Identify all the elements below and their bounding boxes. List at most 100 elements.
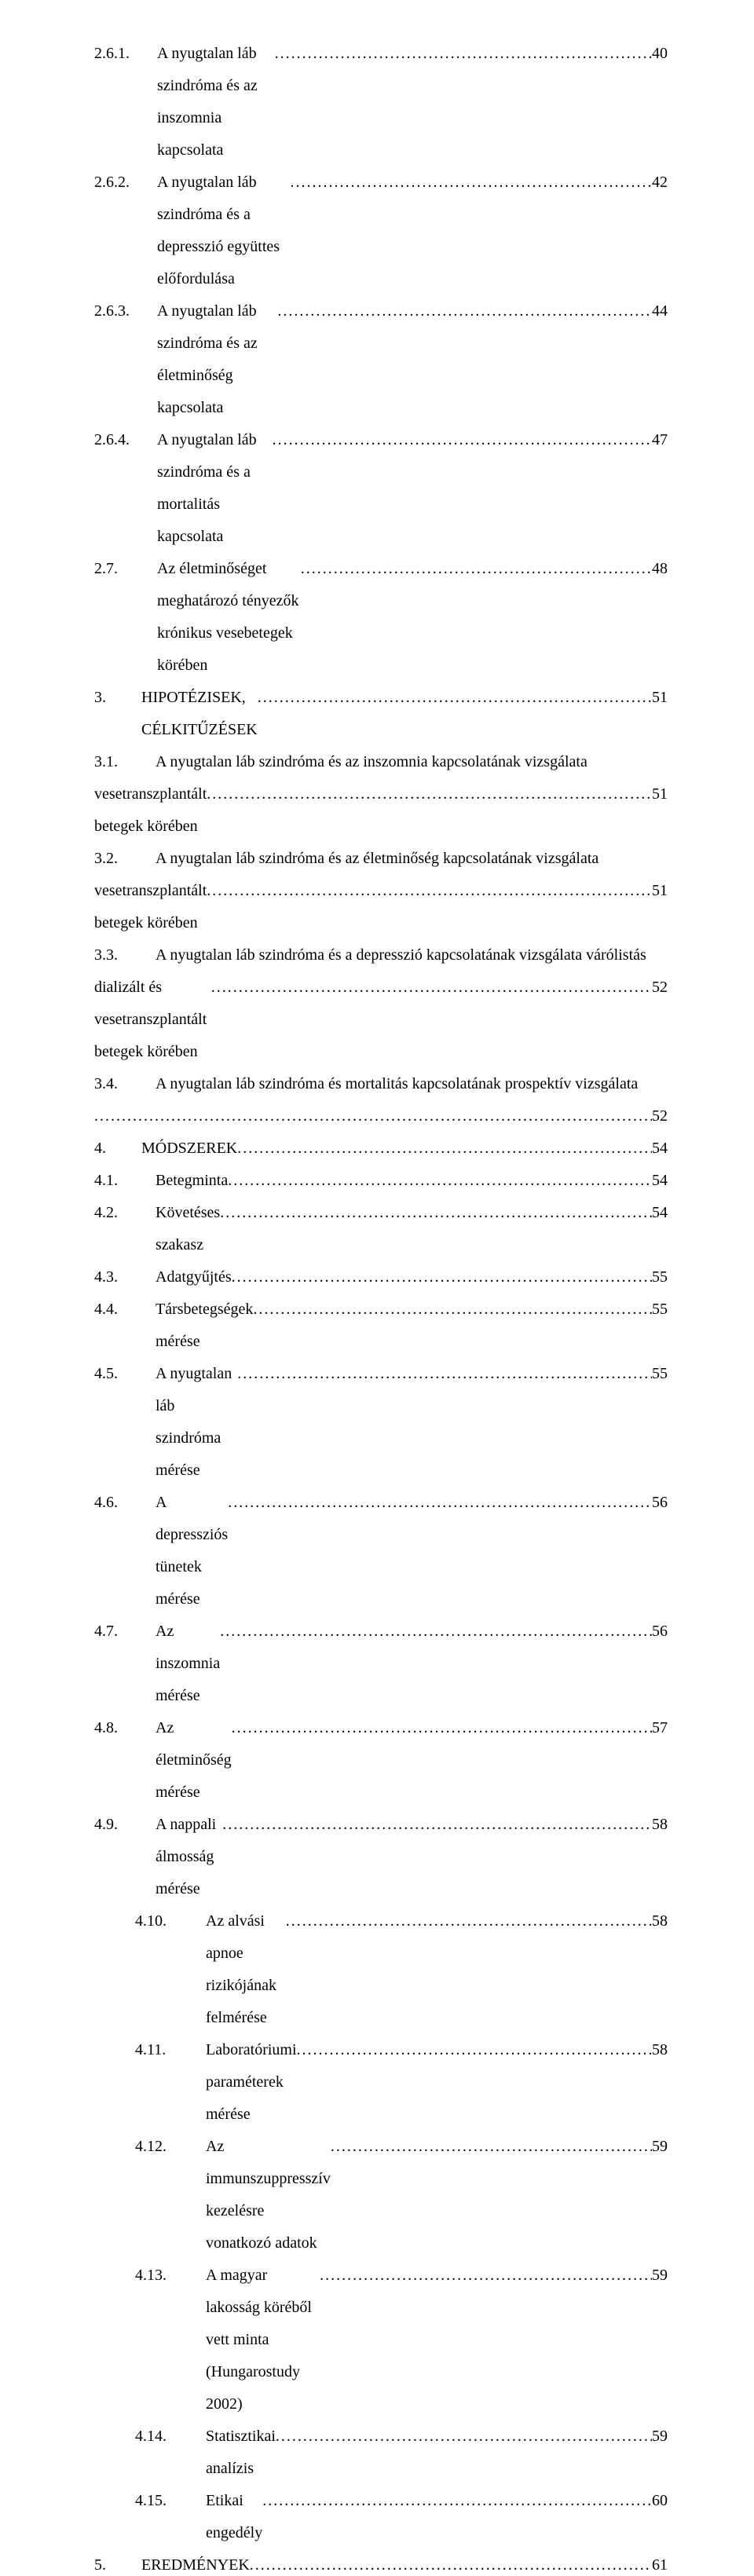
toc-entry-title: A nyugtalan láb szindróma és az inszomni… xyxy=(156,746,587,778)
toc-entry-number: 4.7. xyxy=(94,1615,156,1648)
toc-leader-dots xyxy=(211,971,652,1004)
toc-entry-page: 54 xyxy=(652,1132,668,1165)
toc-entry-title: A nyugtalan láb szindróma és az életminő… xyxy=(156,843,598,875)
toc-entry-title: A nappali álmosság mérése xyxy=(156,1809,222,1905)
toc-entry-page: 51 xyxy=(652,682,668,714)
toc-entry-title: Az életminőséget meghatározó tényezők kr… xyxy=(157,553,301,682)
toc-entry-title: A nyugtalan láb szindróma és a depresszi… xyxy=(157,166,291,295)
toc-entry-number: 4.11. xyxy=(135,2034,206,2066)
toc-leader-dots xyxy=(331,2131,652,2163)
toc-entry-number: 2.6.2. xyxy=(94,166,157,199)
toc-entry-number: 4.4. xyxy=(94,1293,156,1326)
toc-entry: 4.13.A magyar lakosság köréből vett mint… xyxy=(94,2259,668,2420)
toc-entry-number: 4.8. xyxy=(94,1712,156,1744)
toc-entry: 4.10.Az alvási apnoe rizikójának felméré… xyxy=(94,1905,668,2034)
toc-entry-page: 51 xyxy=(652,778,668,810)
toc-entry-title: A nyugtalan láb szindróma és a depresszi… xyxy=(156,939,646,971)
toc-entry-number: 4.6. xyxy=(94,1487,156,1519)
toc-leader-dots xyxy=(207,875,652,907)
toc-entry: 4.MÓDSZEREK 54 xyxy=(94,1132,668,1165)
toc-entry-number: 2.6.3. xyxy=(94,295,157,327)
toc-leader-dots xyxy=(275,38,652,70)
toc-entry-number: 3.2. xyxy=(94,843,156,875)
toc-entry: 2.6.4.A nyugtalan láb szindróma és a mor… xyxy=(94,424,668,553)
toc-entry-title: Betegminta xyxy=(156,1165,228,1197)
toc-entry-page: 56 xyxy=(652,1615,668,1648)
toc-entry-number: 4.2. xyxy=(94,1197,156,1229)
toc-entry-number: 4.3. xyxy=(94,1261,156,1293)
toc-entry-title: A magyar lakosság köréből vett minta (Hu… xyxy=(206,2259,320,2420)
toc-entry-number: 2.6.1. xyxy=(94,38,157,70)
toc-leader-dots xyxy=(250,2549,652,2576)
toc-entry-title: A nyugtalan láb szindróma és a mortalitá… xyxy=(157,424,273,553)
toc-entry-page: 52 xyxy=(652,971,668,1004)
toc-entry-title: Az életminőség mérése xyxy=(156,1712,232,1809)
toc-entry: 4.14.Statisztikai analízis 59 xyxy=(94,2420,668,2485)
toc-leader-dots xyxy=(237,1358,652,1390)
toc-entry-number: 4.5. xyxy=(94,1358,156,1390)
toc-entry-number: 3.4. xyxy=(94,1068,156,1100)
toc-entry: 2.6.1.A nyugtalan láb szindróma és az in… xyxy=(94,38,668,166)
toc-entry-title: Az alvási apnoe rizikójának felmérése xyxy=(206,1905,286,2034)
toc-leader-dots xyxy=(301,553,652,585)
toc-entry-number: 5. xyxy=(94,2549,141,2576)
toc-entry: 4.5.A nyugtalan láb szindróma mérése 55 xyxy=(94,1358,668,1487)
toc-entry-title: A nyugtalan láb szindróma és mortalitás … xyxy=(156,1068,638,1100)
toc-leader-dots xyxy=(232,1261,652,1293)
toc-entry-page: 61 xyxy=(652,2549,668,2576)
toc-page: 2.6.1.A nyugtalan láb szindróma és az in… xyxy=(0,0,754,2576)
toc-entry-continuation: vesetranszplantált betegek körében51 xyxy=(94,875,668,939)
toc-entry-page: 55 xyxy=(652,1261,668,1293)
toc-leader-dots xyxy=(237,1132,652,1165)
toc-entry: 4.7.Az inszomnia mérése 56 xyxy=(94,1615,668,1712)
toc-entry: 4.3.Adatgyűjtés 55 xyxy=(94,1261,668,1293)
toc-entry-title: Adatgyűjtés xyxy=(156,1261,232,1293)
toc-entry: 4.11.Laboratóriumi paraméterek mérése 58 xyxy=(94,2034,668,2131)
toc-entry-number: 4.14. xyxy=(135,2420,206,2453)
toc-entry-number: 2.6.4. xyxy=(94,424,157,456)
toc-leader-dots xyxy=(220,1197,652,1229)
toc-entry-number: 4. xyxy=(94,1132,141,1165)
toc-entry: 3.3.A nyugtalan láb szindróma és a depre… xyxy=(94,939,668,971)
toc-leader-dots xyxy=(232,1712,652,1744)
toc-entry-page: 59 xyxy=(652,2420,668,2453)
toc-entry-page: 47 xyxy=(652,424,668,456)
toc-entry: 3.1.A nyugtalan láb szindróma és az insz… xyxy=(94,746,668,778)
toc-entry: 4.1.Betegminta 54 xyxy=(94,1165,668,1197)
toc-entry-continuation: dializált és vesetranszplantált betegek … xyxy=(94,971,668,1068)
toc-leader-dots xyxy=(262,2485,652,2517)
toc-entry-page: 55 xyxy=(652,1293,668,1326)
toc-entry: 4.12.Az immunszuppresszív kezelésre vona… xyxy=(94,2131,668,2259)
toc-entry-continuation: vesetranszplantált betegek körében51 xyxy=(94,778,668,843)
toc-entry: 2.6.2.A nyugtalan láb szindróma és a dep… xyxy=(94,166,668,295)
toc-entry-page: 44 xyxy=(652,295,668,327)
toc-entry: 4.15.Etikai engedély 60 xyxy=(94,2485,668,2549)
toc-entry-page: 59 xyxy=(652,2259,668,2292)
toc-entry: 3.4.A nyugtalan láb szindróma és mortali… xyxy=(94,1068,668,1100)
toc-entry-page: 40 xyxy=(652,38,668,70)
toc-leader-dots xyxy=(207,778,652,810)
toc-entry: 4.6.A depressziós tünetek mérése 56 xyxy=(94,1487,668,1615)
toc-entry-page: 48 xyxy=(652,553,668,585)
toc-entry: 4.9.A nappali álmosság mérése 58 xyxy=(94,1809,668,1905)
toc-entry: 4.8.Az életminőség mérése 57 xyxy=(94,1712,668,1809)
toc-entry-number: 4.10. xyxy=(135,1905,206,1937)
toc-entry-title: A nyugtalan láb szindróma és az inszomni… xyxy=(157,38,275,166)
toc-leader-dots xyxy=(222,1809,652,1841)
toc-entry-title: Társbetegségek mérése xyxy=(156,1293,253,1358)
toc-entry: 3.HIPOTÉZISEK, CÉLKITŰZÉSEK 51 xyxy=(94,682,668,746)
toc-entry-page: 59 xyxy=(652,2131,668,2163)
toc-entry-title: Etikai engedély xyxy=(206,2485,262,2549)
toc-leader-dots xyxy=(228,1165,652,1197)
toc-entry: 2.6.3.A nyugtalan láb szindróma és az él… xyxy=(94,295,668,424)
toc-entry-title: Statisztikai analízis xyxy=(206,2420,276,2485)
toc-leader-dots xyxy=(228,1487,652,1519)
toc-entry-number: 4.13. xyxy=(135,2259,206,2292)
toc-leader-dots xyxy=(291,166,652,199)
toc-leader-dots xyxy=(253,1293,652,1326)
toc-entry-title: A depressziós tünetek mérése xyxy=(156,1487,228,1615)
toc-leader-dots xyxy=(286,1905,652,1937)
toc-leader-dots xyxy=(94,1100,652,1132)
toc-entry: 5.EREDMÉNYEK 61 xyxy=(94,2549,668,2576)
toc-entry-number: 3.1. xyxy=(94,746,156,778)
